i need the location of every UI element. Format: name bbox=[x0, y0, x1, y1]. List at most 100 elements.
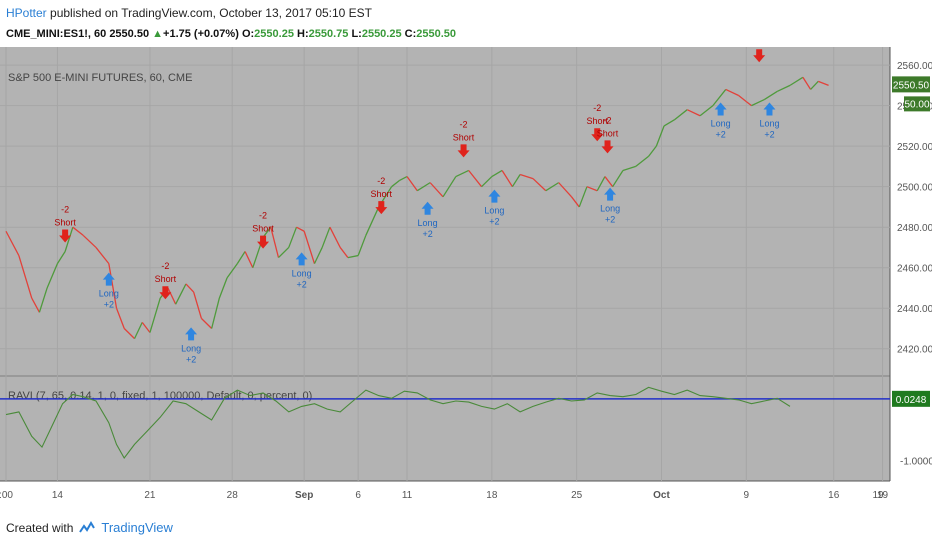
last-price: 2550.50 bbox=[109, 28, 150, 40]
short-signal-label: Short bbox=[586, 116, 608, 126]
price-segment bbox=[141, 322, 151, 333]
chart-area[interactable]: S&P 500 E-MINI FUTURES, 60, CME RAVI (7,… bbox=[0, 47, 932, 513]
price-segment bbox=[193, 291, 202, 319]
axis-value-labels: 2550.50 50.00 0.0248 -1.0000 bbox=[892, 76, 932, 468]
price-segment bbox=[313, 247, 323, 264]
indicator-pane[interactable] bbox=[0, 377, 890, 481]
low-value: 2550.25 bbox=[361, 28, 402, 40]
price-segment bbox=[604, 176, 614, 188]
price-segment bbox=[108, 263, 118, 309]
price-segment bbox=[455, 169, 469, 178]
short-arrow-icon bbox=[457, 144, 470, 158]
price-segment bbox=[532, 178, 547, 192]
price-segment bbox=[56, 251, 66, 265]
price-segment bbox=[612, 170, 624, 188]
price-segment bbox=[442, 176, 457, 198]
symbol-text: CME_MINI:ES1!, 60 bbox=[6, 28, 107, 40]
price-segment bbox=[211, 297, 220, 329]
time-tick-label: Oct bbox=[653, 490, 670, 501]
price-segment bbox=[468, 170, 483, 188]
price-segment bbox=[712, 89, 727, 107]
short-arrow-icon bbox=[375, 201, 388, 215]
price-tick-label: 2560.00 bbox=[897, 61, 932, 72]
long-signal-label: Long bbox=[600, 204, 620, 214]
price-segment bbox=[596, 176, 606, 192]
short-signal-qty: -2 bbox=[61, 205, 69, 215]
short-signal-label: Short bbox=[252, 224, 274, 234]
price-segment bbox=[167, 287, 177, 305]
time-tick-label: Sep bbox=[295, 490, 313, 501]
price-segment bbox=[491, 169, 503, 178]
long-signal-qty: +2 bbox=[764, 129, 774, 139]
short-arrow-icon bbox=[753, 49, 766, 63]
time-tick-label: 9 bbox=[744, 490, 750, 501]
price-segment bbox=[501, 170, 513, 188]
price-tick-label: 2460.00 bbox=[897, 264, 932, 275]
high-value: 2550.75 bbox=[308, 28, 349, 40]
price-pane[interactable] bbox=[0, 47, 890, 375]
time-tick-label: 6 bbox=[355, 490, 361, 501]
price-tick-label: 2480.00 bbox=[897, 223, 932, 234]
long-arrow-icon bbox=[102, 272, 115, 286]
long-signal-qty: +2 bbox=[605, 215, 615, 225]
price-segment bbox=[339, 247, 349, 258]
ravi-value-badge bbox=[892, 390, 930, 407]
price-segment bbox=[416, 182, 431, 192]
long-arrow-icon bbox=[488, 189, 501, 203]
long-signal-qty: +2 bbox=[296, 279, 306, 289]
created-with-text: Created with bbox=[6, 520, 74, 535]
time-tick-label: 21 bbox=[144, 490, 156, 501]
tradingview-brand[interactable]: TradingView bbox=[101, 520, 173, 535]
price-segment bbox=[578, 186, 588, 208]
price-segment bbox=[745, 101, 752, 107]
short-signal-qty: -2 bbox=[593, 103, 601, 113]
publish-line: HPotter published on TradingView.com, Oc… bbox=[6, 6, 372, 20]
price-segment bbox=[200, 317, 213, 329]
price-segment bbox=[82, 234, 97, 248]
change-text: +1.75 (+0.07%) bbox=[163, 28, 239, 40]
price-segment bbox=[429, 182, 444, 198]
price-segment bbox=[133, 322, 143, 339]
short-signal-qty: -2 bbox=[604, 115, 612, 125]
price-segment bbox=[64, 226, 74, 252]
time-tick-label: 14 bbox=[52, 490, 64, 501]
price-segment bbox=[725, 88, 739, 97]
price-segment bbox=[776, 84, 791, 93]
ravi-tick-label: -1.0000 bbox=[900, 457, 932, 468]
long-signal-qty: +2 bbox=[186, 354, 196, 364]
price-segment bbox=[545, 182, 560, 192]
price-segment bbox=[236, 251, 246, 265]
low-label: L: bbox=[351, 28, 362, 40]
price-segment bbox=[303, 231, 316, 264]
price-tick-label: 2500.00 bbox=[897, 183, 932, 194]
price-segment bbox=[270, 227, 280, 258]
author-link[interactable]: HPotter bbox=[6, 6, 47, 20]
price-segment bbox=[226, 263, 238, 279]
long-signal-qty: +2 bbox=[422, 229, 432, 239]
price-segment bbox=[278, 246, 290, 259]
last-price-label: 2550.50 bbox=[893, 80, 930, 91]
overlay-value-badge bbox=[904, 96, 930, 112]
short-arrow-icon bbox=[601, 140, 614, 154]
price-segment bbox=[655, 125, 665, 147]
long-signal-qty: +2 bbox=[715, 129, 725, 139]
price-segment bbox=[288, 226, 298, 248]
symbol-ohlc-line: CME_MINI:ES1!, 60 2550.50 ▲+1.75 (+0.07%… bbox=[6, 28, 456, 40]
short-signal-label: Short bbox=[54, 218, 76, 228]
time-tick-label: :00 bbox=[0, 490, 13, 501]
short-arrow-icon bbox=[59, 229, 72, 243]
price-segment bbox=[673, 109, 688, 121]
long-arrow-icon bbox=[295, 252, 308, 266]
short-signal-label: Short bbox=[597, 128, 619, 138]
price-segment bbox=[95, 247, 110, 265]
price-axis[interactable] bbox=[890, 47, 932, 481]
price-segment bbox=[511, 174, 521, 188]
price-segment bbox=[738, 95, 747, 103]
open-label: O: bbox=[241, 28, 255, 40]
price-segment bbox=[558, 182, 573, 198]
time-axis[interactable] bbox=[0, 481, 932, 507]
price-series bbox=[5, 76, 829, 340]
price-segment bbox=[18, 255, 33, 299]
open-value: 2550.25 bbox=[254, 28, 294, 40]
